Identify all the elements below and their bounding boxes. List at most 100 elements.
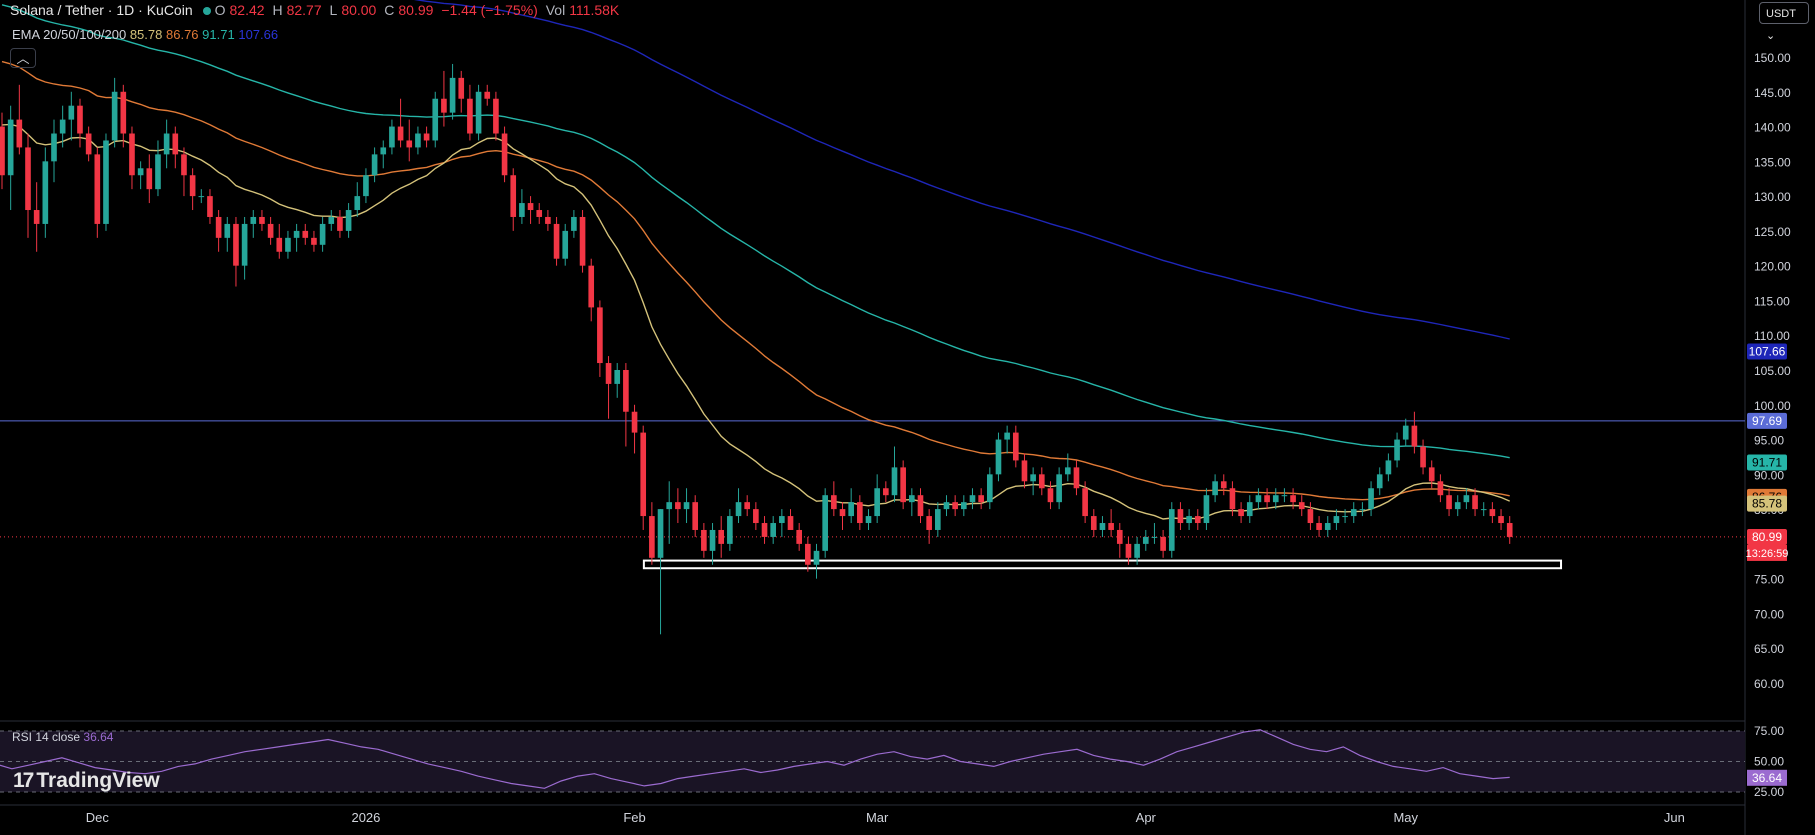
candle-body[interactable] bbox=[917, 495, 924, 517]
candle-body[interactable] bbox=[1385, 460, 1392, 475]
candle-body[interactable] bbox=[900, 467, 906, 503]
collapse-legend-button[interactable]: ︿ bbox=[10, 48, 36, 68]
candle-body[interactable] bbox=[805, 543, 811, 565]
candle-body[interactable] bbox=[649, 516, 655, 558]
candle-body[interactable] bbox=[986, 474, 993, 503]
candle-body[interactable] bbox=[1168, 509, 1175, 551]
candle-body[interactable] bbox=[1099, 523, 1106, 530]
candle-body[interactable] bbox=[1134, 543, 1140, 558]
candle-body[interactable] bbox=[1090, 516, 1097, 530]
candle-body[interactable] bbox=[1333, 516, 1340, 524]
candle-body[interactable] bbox=[1368, 488, 1374, 510]
candle-body[interactable] bbox=[571, 216, 577, 231]
candle-body[interactable] bbox=[1420, 446, 1426, 468]
candle-body[interactable] bbox=[1342, 516, 1348, 518]
candle-body[interactable] bbox=[285, 237, 291, 252]
candle-body[interactable] bbox=[137, 168, 144, 176]
candle-body[interactable] bbox=[865, 516, 872, 524]
candle-body[interactable] bbox=[848, 502, 854, 517]
candle-body[interactable] bbox=[527, 203, 534, 211]
candle-body[interactable] bbox=[1290, 495, 1296, 503]
candle-body[interactable] bbox=[874, 488, 880, 517]
candle-body[interactable] bbox=[441, 98, 447, 113]
candle-body[interactable] bbox=[891, 467, 898, 496]
candle-body[interactable] bbox=[1125, 543, 1132, 558]
ema20-line[interactable] bbox=[1, 123, 1510, 520]
candle-body[interactable] bbox=[259, 216, 265, 224]
candle-body[interactable] bbox=[1229, 488, 1236, 510]
candle-body[interactable] bbox=[1021, 460, 1028, 482]
candle-body[interactable] bbox=[493, 98, 499, 134]
candle-body[interactable] bbox=[345, 210, 352, 231]
candle-body[interactable] bbox=[666, 502, 673, 510]
candle-body[interactable] bbox=[484, 91, 491, 99]
candle-body[interactable] bbox=[1194, 516, 1201, 524]
candle-body[interactable] bbox=[1498, 516, 1504, 524]
candle-body[interactable] bbox=[181, 154, 187, 176]
candle-body[interactable] bbox=[59, 119, 66, 134]
candle-body[interactable] bbox=[1038, 474, 1045, 489]
candle-body[interactable] bbox=[85, 133, 92, 155]
candle-body[interactable] bbox=[605, 363, 612, 384]
candle-body[interactable] bbox=[1220, 481, 1227, 489]
ema200-line[interactable] bbox=[2, 0, 1510, 340]
candle-body[interactable] bbox=[276, 237, 283, 252]
candle-body[interactable] bbox=[42, 161, 49, 224]
candle-body[interactable] bbox=[1073, 467, 1080, 489]
candle-body[interactable] bbox=[1316, 523, 1322, 530]
symbol-title[interactable]: Solana / Tether · 1D · KuCoin bbox=[10, 2, 193, 18]
candle-body[interactable] bbox=[163, 133, 170, 155]
candle-body[interactable] bbox=[1160, 536, 1166, 551]
candle-body[interactable] bbox=[1108, 523, 1114, 530]
candle-body[interactable] bbox=[1463, 495, 1470, 503]
candle-body[interactable] bbox=[103, 140, 109, 224]
candle-body[interactable] bbox=[337, 216, 343, 231]
candle-body[interactable] bbox=[588, 265, 595, 308]
candle-body[interactable] bbox=[1472, 495, 1478, 510]
candle-body[interactable] bbox=[1203, 495, 1210, 524]
candle-body[interactable] bbox=[597, 307, 603, 364]
candle-body[interactable] bbox=[1437, 481, 1444, 496]
candle-body[interactable] bbox=[683, 502, 690, 510]
candle-body[interactable] bbox=[371, 154, 378, 176]
candle-body[interactable] bbox=[1307, 509, 1314, 524]
candle-body[interactable] bbox=[501, 133, 508, 176]
candle-body[interactable] bbox=[77, 105, 83, 134]
candle-body[interactable] bbox=[579, 216, 586, 266]
candle-body[interactable] bbox=[935, 509, 941, 530]
candle-body[interactable] bbox=[536, 210, 543, 217]
candle-body[interactable] bbox=[753, 509, 759, 524]
candle-body[interactable] bbox=[631, 411, 638, 433]
candle-body[interactable] bbox=[129, 133, 135, 176]
candle-body[interactable] bbox=[189, 175, 196, 197]
candle-body[interactable] bbox=[1376, 474, 1383, 489]
candle-body[interactable] bbox=[562, 230, 569, 259]
candle-body[interactable] bbox=[1177, 509, 1184, 524]
candle-body[interactable] bbox=[1350, 509, 1357, 517]
candle-body[interactable] bbox=[1056, 474, 1062, 503]
support-zone-box[interactable] bbox=[642, 559, 1563, 570]
candle-body[interactable] bbox=[614, 370, 621, 384]
candle-body[interactable] bbox=[1116, 529, 1123, 544]
candle-body[interactable] bbox=[813, 550, 820, 565]
candle-body[interactable] bbox=[1359, 509, 1366, 511]
candle-body[interactable] bbox=[692, 502, 699, 530]
candle-body[interactable] bbox=[1064, 467, 1071, 475]
candle-body[interactable] bbox=[718, 529, 725, 544]
candle-body[interactable] bbox=[423, 133, 430, 141]
candle-body[interactable] bbox=[250, 216, 257, 224]
candle-body[interactable] bbox=[241, 223, 248, 266]
candle-body[interactable] bbox=[94, 154, 101, 224]
candle-body[interactable] bbox=[1047, 488, 1054, 503]
candle-body[interactable] bbox=[33, 210, 40, 224]
candle-body[interactable] bbox=[1246, 502, 1253, 517]
candle-body[interactable] bbox=[415, 133, 421, 148]
candle-body[interactable] bbox=[467, 98, 473, 134]
candle-body[interactable] bbox=[111, 91, 118, 141]
candle-body[interactable] bbox=[657, 509, 664, 558]
candle-body[interactable] bbox=[311, 237, 317, 245]
candle-body[interactable] bbox=[432, 98, 439, 141]
candle-body[interactable] bbox=[302, 230, 309, 238]
candle-body[interactable] bbox=[995, 439, 1002, 475]
